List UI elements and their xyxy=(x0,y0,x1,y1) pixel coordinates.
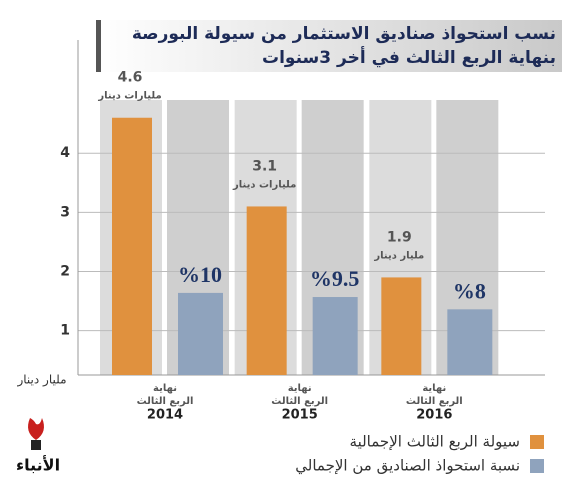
x-tick-label: الربع الثالث xyxy=(271,396,328,407)
legend-swatch xyxy=(530,459,544,473)
data-unit-label: مليار دينار xyxy=(373,250,424,261)
x-tick-label: 2015 xyxy=(282,408,318,423)
data-label: %8 xyxy=(453,278,486,303)
data-label: %9.5 xyxy=(310,266,360,291)
x-tick-label: نهاية xyxy=(153,383,177,394)
data-label: 3.1 xyxy=(252,158,277,174)
x-tick-label: الربع الثالث xyxy=(406,396,463,407)
logo-base xyxy=(31,440,41,450)
logo-flame xyxy=(28,418,44,440)
x-tick-label: 2014 xyxy=(147,408,183,423)
legend-label: سيولة الربع الثالث الإجمالية xyxy=(350,433,520,451)
y-tick-label: 1 xyxy=(60,323,70,339)
bar xyxy=(178,292,223,375)
bar xyxy=(112,117,152,375)
x-tick-label: نهاية xyxy=(288,383,312,394)
legend-swatch xyxy=(530,435,544,449)
title-accent xyxy=(96,20,101,72)
data-label: 1.9 xyxy=(387,229,412,245)
logo: الأنباء xyxy=(16,418,60,475)
x-tick-label: الربع الثالث xyxy=(137,396,194,407)
title-box xyxy=(96,20,562,72)
chart-title: بنهاية الربع الثالث في أخر 3سنوات xyxy=(262,46,556,68)
bar xyxy=(246,206,287,375)
data-label: %10 xyxy=(178,262,222,287)
y-axis-label: مليار دينار xyxy=(16,373,66,388)
y-tick-label: 4 xyxy=(60,145,70,161)
data-unit-label: مليارات دينار xyxy=(97,91,161,102)
y-tick-label: 2 xyxy=(60,264,70,280)
bar xyxy=(447,309,493,375)
x-tick-label: نهاية xyxy=(422,383,446,394)
logo-text: الأنباء xyxy=(16,456,60,475)
bar xyxy=(381,277,422,375)
chart-title: نسب استحواذ صناديق الاستثمار من سيولة ال… xyxy=(132,24,556,44)
x-tick-label: 2016 xyxy=(416,408,452,423)
legend-label: نسبة استحواذ الصناديق من الإجمالي xyxy=(295,457,520,476)
bar xyxy=(312,297,358,375)
data-unit-label: مليارات دينار xyxy=(232,179,296,190)
y-tick-label: 3 xyxy=(60,204,70,220)
data-label: 4.6 xyxy=(118,70,143,86)
